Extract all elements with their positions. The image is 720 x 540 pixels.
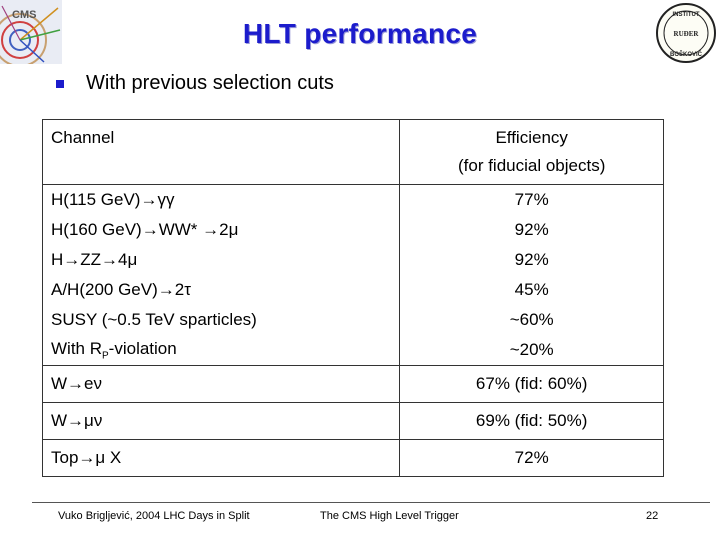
channel-cell: H(160 GeV)→WW* →2μ bbox=[51, 220, 239, 239]
efficiency-cell: ~60% bbox=[399, 305, 664, 335]
table-row: W→μν 69% (fid: 50%) bbox=[42, 402, 664, 440]
table-row: A/H(200 GeV)→2τ 45% bbox=[43, 275, 664, 305]
table-row: SUSY (~0.5 TeV sparticles) ~60% bbox=[43, 305, 664, 335]
svg-text:BOŠKOVIĆ: BOŠKOVIĆ bbox=[670, 50, 703, 58]
header-efficiency: Efficiency (for fiducial objects) bbox=[399, 119, 664, 185]
table-header-row: Channel Efficiency (for fiducial objects… bbox=[42, 119, 664, 185]
header-channel: Channel bbox=[42, 119, 400, 185]
channel-cell: A/H(200 GeV)→2τ bbox=[51, 280, 191, 299]
slide-title: HLT performance bbox=[242, 18, 478, 49]
institute-seal-logo: INSTITUT RUĐER BOŠKOVIĆ bbox=[655, 2, 717, 64]
channel-cell: H(115 GeV)→γγ bbox=[51, 190, 175, 209]
channel-subscript: P bbox=[102, 350, 109, 362]
footer-page-number: 22 bbox=[646, 510, 659, 522]
table-row: H(160 GeV)→WW* →2μ 92% bbox=[43, 215, 664, 245]
header-efficiency-line2: (for fiducial objects) bbox=[457, 156, 606, 175]
footer-talk-title: The CMS High Level Trigger bbox=[320, 510, 459, 522]
cms-logo: CMS bbox=[0, 0, 62, 64]
bullet-square-icon bbox=[56, 80, 64, 88]
table-row: Top→μ X 72% bbox=[42, 439, 664, 477]
channel-cell: H→ZZ→4μ bbox=[51, 250, 138, 269]
channel-cell: W→μν bbox=[42, 402, 400, 440]
header-efficiency-line1: Efficiency bbox=[495, 128, 568, 147]
channel-cell: With RP-violation bbox=[43, 335, 400, 366]
table-row: H→ZZ→4μ 92% bbox=[43, 245, 664, 275]
svg-text:INSTITUT: INSTITUT bbox=[673, 12, 700, 18]
bullet-text: With previous selection cuts bbox=[86, 72, 334, 94]
efficiency-cell: 45% bbox=[399, 275, 664, 305]
channel-suffix: -violation bbox=[108, 338, 177, 358]
channel-cell: SUSY (~0.5 TeV sparticles) bbox=[51, 310, 257, 329]
table-row: H(115 GeV)→γγ 77% bbox=[43, 184, 664, 215]
efficiency-cell: 77% bbox=[399, 184, 664, 215]
efficiency-cell: ~20% bbox=[399, 335, 664, 366]
efficiency-cell: 72% bbox=[399, 439, 664, 477]
footer-divider bbox=[32, 502, 710, 503]
efficiency-cell: 67% (fid: 60%) bbox=[399, 365, 664, 403]
efficiency-table: Channel Efficiency (for fiducial objects… bbox=[42, 119, 664, 477]
svg-text:CMS: CMS bbox=[12, 9, 36, 21]
channel-cell: W→eν bbox=[42, 365, 400, 403]
svg-text:RUĐER: RUĐER bbox=[674, 30, 700, 38]
channel-cell: Top→μ X bbox=[42, 439, 400, 477]
table-row: W→eν 67% (fid: 60%) bbox=[42, 365, 664, 403]
efficiency-cell: 92% bbox=[399, 215, 664, 245]
channel-prefix: With R bbox=[51, 338, 102, 358]
efficiency-cell: 92% bbox=[399, 245, 664, 275]
efficiency-cell: 69% (fid: 50%) bbox=[399, 402, 664, 440]
footer-author: Vuko Brigljević, 2004 LHC Days in Split bbox=[58, 510, 250, 522]
table-row: With RP-violation ~20% bbox=[43, 335, 664, 366]
